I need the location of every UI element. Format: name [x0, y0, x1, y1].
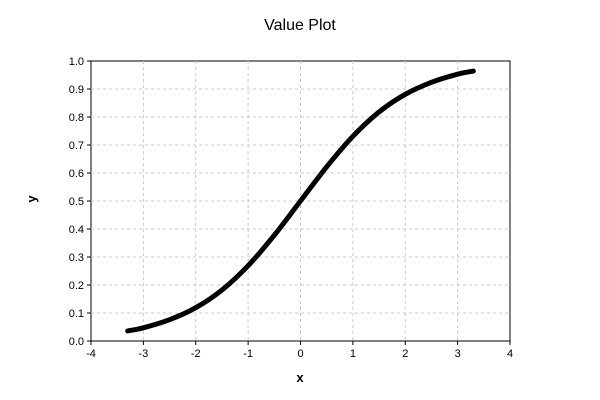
x-tick-label: -4 — [86, 348, 96, 360]
x-tick-label: 1 — [350, 348, 356, 360]
x-tick-label: -3 — [138, 348, 148, 360]
y-tick-labels: 0.0 0.1 0.2 0.3 0.4 0.5 0.6 0.7 0.8 0.9 1.0 — [69, 56, 84, 348]
y-tick-label: 0.5 — [69, 196, 84, 208]
y-tick-label: 0.3 — [69, 252, 84, 264]
chart-title: Value Plot — [264, 17, 336, 34]
x-tick-label: 2 — [402, 348, 408, 360]
y-tick-label: 0.9 — [69, 84, 84, 96]
x-tick-label: 0 — [297, 348, 303, 360]
y-tick-label: 0.8 — [69, 112, 84, 124]
y-tick-label: 0.6 — [69, 168, 84, 180]
y-tick-label: 0.4 — [69, 224, 84, 236]
series-line-0 — [125, 68, 476, 334]
x-axis-label: x — [296, 370, 304, 385]
tick-marks — [87, 60, 511, 345]
y-tick-label: 0.7 — [69, 140, 84, 152]
y-tick-label: 0.1 — [69, 308, 84, 320]
y-tick-label: 1.0 — [69, 56, 84, 68]
x-tick-label: 4 — [507, 348, 513, 360]
x-tick-label: -2 — [191, 348, 201, 360]
y-tick-label: 0.2 — [69, 280, 84, 292]
x-tick-label: 3 — [455, 348, 461, 360]
series-group — [125, 68, 476, 334]
y-axis-label: y — [24, 195, 39, 203]
y-tick-label: 0.0 — [69, 336, 84, 348]
x-tick-label: -1 — [243, 348, 253, 360]
x-tick-labels: -4 -3 -2 -1 0 1 2 3 4 — [86, 348, 513, 360]
